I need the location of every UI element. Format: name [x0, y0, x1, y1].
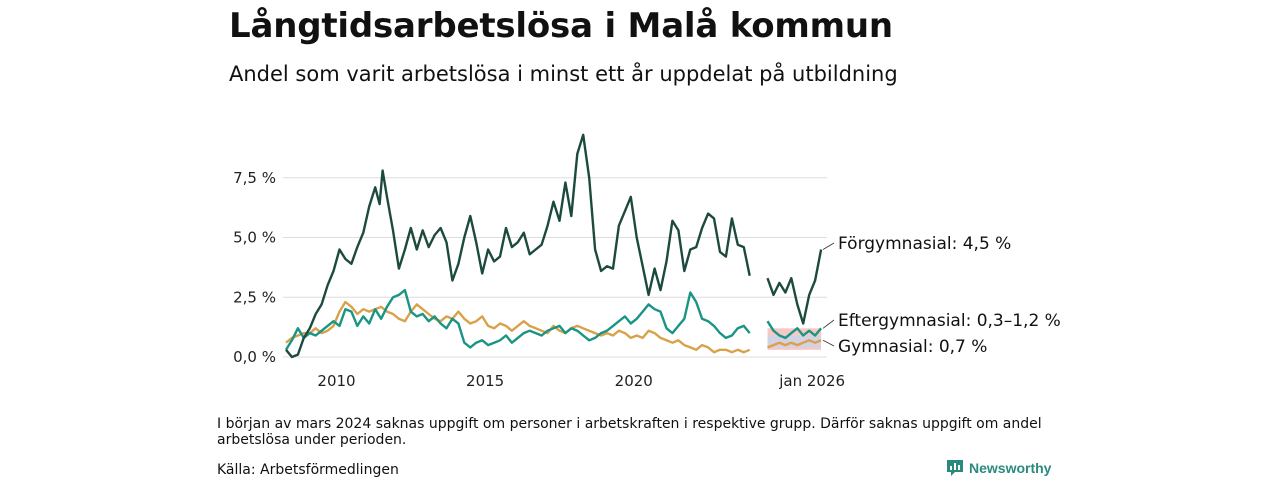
x-tick-label: 2015	[466, 372, 504, 390]
x-tick-label: 2020	[615, 372, 653, 390]
label-leader	[822, 242, 835, 250]
y-tick-label: 0,0 %	[233, 348, 276, 366]
y-tick-label: 7,5 %	[233, 169, 276, 187]
footnote: I början av mars 2024 saknas uppgift om …	[217, 416, 1042, 448]
newsworthy-logo[interactable]: Newsworthy	[946, 459, 1051, 477]
series-line	[767, 339, 822, 349]
y-tick-label: 2,5 %	[233, 288, 276, 306]
series-line	[284, 288, 751, 351]
series-line	[285, 133, 751, 359]
x-tick-label: 2010	[317, 372, 355, 390]
series-end-label: Eftergymnasial: 0,3–1,2 %	[838, 311, 1061, 331]
series-end-label: Förgymnasial: 4,5 %	[838, 234, 1011, 254]
y-tick-label: 5,0 %	[233, 229, 276, 247]
source-note: Källa: Arbetsförmedlingen	[217, 462, 399, 478]
series-line	[285, 300, 751, 354]
brand-name: Newsworthy	[969, 460, 1052, 476]
x-tick-label: jan 2026	[778, 372, 845, 390]
line-layer	[284, 133, 823, 359]
chart-title: Långtidsarbetslösa i Malå kommun	[229, 6, 893, 46]
series-end-label: Gymnasial: 0,7 %	[838, 337, 987, 357]
uncertainty-band	[767, 335, 822, 348]
newsworthy-icon	[947, 460, 963, 476]
label-leader	[822, 339, 835, 347]
label-leader	[822, 319, 835, 329]
label-layer: 0,0 % 2,5 % 5,0 % 7,5 % 2010 2015 2020 jan 2026…	[233, 169, 1061, 390]
series-line	[766, 249, 823, 325]
chart-subtitle: Andel som varit arbetslösa i minst ett å…	[229, 62, 898, 86]
series-line	[766, 320, 823, 340]
